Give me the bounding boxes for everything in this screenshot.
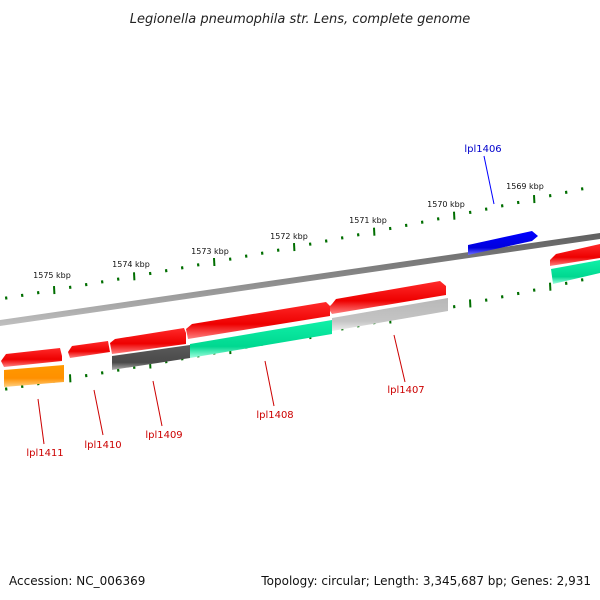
cds-right-edge[interactable]	[550, 244, 600, 266]
leader-lpl1410	[93, 389, 104, 436]
tick-label-1573: 1573 kbp	[191, 247, 229, 256]
tick-label-1571: 1571 kbp	[349, 216, 387, 225]
leader-lpl1407	[393, 334, 406, 383]
feature-grey-dark[interactable]	[112, 345, 190, 370]
gene-label-lpl1406[interactable]: lpl1406	[464, 144, 501, 155]
tick-label-1570: 1570 kbp	[427, 200, 465, 209]
gene-label-lpl1410[interactable]: lpl1410	[84, 440, 121, 451]
feature-green[interactable]	[190, 320, 332, 358]
tick-label-1569: 1569 kbp	[506, 182, 544, 191]
tick-label-1575: 1575 kbp	[33, 271, 71, 280]
map-title: Legionella pneumophila str. Lens, comple…	[130, 12, 471, 27]
cds-lpl1407[interactable]	[328, 281, 446, 314]
feature-green-right[interactable]	[551, 260, 600, 284]
gene-labels: lpl1406 lpl1407 lpl1408 lpl1409 lpl1410 …	[26, 144, 501, 459]
gene-label-lpl1409[interactable]: lpl1409	[145, 430, 182, 441]
feature-orange[interactable]	[4, 365, 64, 387]
leader-lpl1406	[483, 155, 495, 205]
tick-labels: 1569 kbp 1570 kbp 1571 kbp 1572 kbp 1573…	[33, 182, 544, 280]
cds-lpl1410[interactable]	[68, 341, 110, 358]
feature-grey-light[interactable]	[332, 298, 448, 331]
gene-label-lpl1408[interactable]: lpl1408	[256, 410, 293, 421]
leader-lpl1409	[152, 380, 163, 427]
gene-label-lpl1411[interactable]: lpl1411	[26, 448, 63, 459]
cds-lpl1409[interactable]	[110, 328, 186, 354]
cds-lpl1411[interactable]	[1, 348, 62, 367]
leader-lpl1411	[37, 398, 45, 445]
cds-lpl1408[interactable]	[186, 302, 330, 339]
gene-label-lpl1407[interactable]: lpl1407	[387, 385, 424, 396]
outer-tick-ring	[4, 187, 584, 300]
accession-text: Accession: NC_006369	[9, 574, 146, 588]
reverse-strand-cds	[1, 244, 600, 367]
tick-label-1572: 1572 kbp	[270, 232, 308, 241]
tick-label-1574: 1574 kbp	[112, 260, 150, 269]
genome-backbone	[0, 233, 600, 326]
genome-summary-text: Topology: circular; Length: 3,345,687 bp…	[261, 574, 591, 588]
leader-lpl1408	[264, 360, 275, 407]
cds-lpl1406[interactable]	[468, 231, 538, 255]
feature-track	[4, 260, 600, 387]
